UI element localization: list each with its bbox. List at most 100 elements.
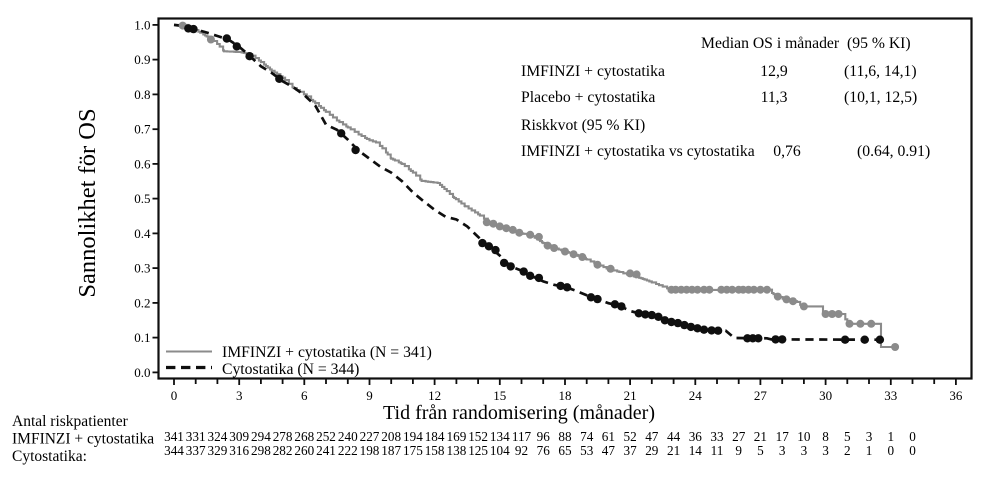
- svg-text:344: 344: [164, 443, 184, 458]
- svg-text:47: 47: [645, 429, 659, 444]
- svg-text:(10,1, 12,5): (10,1, 12,5): [844, 89, 917, 106]
- svg-text:278: 278: [273, 429, 293, 444]
- svg-text:3: 3: [866, 429, 873, 444]
- svg-text:331: 331: [186, 429, 206, 444]
- svg-text:0.7: 0.7: [134, 122, 151, 137]
- svg-text:6: 6: [301, 388, 308, 403]
- svg-text:Riskkvot (95 % KI): Riskkvot (95 % KI): [521, 117, 645, 134]
- svg-text:96: 96: [537, 429, 551, 444]
- svg-text:1: 1: [888, 429, 895, 444]
- svg-text:0.4: 0.4: [134, 226, 151, 241]
- svg-text:184: 184: [425, 429, 445, 444]
- svg-text:IMFINZI + cytostatika: IMFINZI + cytostatika: [12, 431, 154, 448]
- svg-text:(11,6, 14,1): (11,6, 14,1): [844, 63, 917, 80]
- svg-text:76: 76: [537, 443, 551, 458]
- svg-text:0.2: 0.2: [134, 295, 150, 310]
- svg-text:134: 134: [490, 429, 510, 444]
- svg-text:0.8: 0.8: [134, 87, 150, 102]
- svg-text:8: 8: [822, 429, 829, 444]
- svg-text:252: 252: [316, 429, 336, 444]
- svg-text:316: 316: [229, 443, 249, 458]
- svg-text:Cytostatika:: Cytostatika:: [12, 448, 87, 465]
- svg-text:47: 47: [602, 443, 616, 458]
- svg-text:208: 208: [381, 429, 401, 444]
- svg-text:152: 152: [468, 429, 488, 444]
- svg-text:337: 337: [186, 443, 206, 458]
- svg-text:0: 0: [909, 443, 916, 458]
- svg-text:298: 298: [251, 443, 271, 458]
- svg-text:9: 9: [366, 388, 373, 403]
- svg-text:Sannolikhet för OS: Sannolikhet för OS: [74, 108, 101, 297]
- svg-text:Placebo + cytostatika: Placebo + cytostatika: [521, 89, 655, 106]
- svg-text:158: 158: [425, 443, 445, 458]
- svg-text:341: 341: [164, 429, 184, 444]
- svg-text:21: 21: [624, 388, 637, 403]
- svg-text:33: 33: [710, 429, 724, 444]
- svg-text:37: 37: [624, 443, 638, 458]
- svg-text:27: 27: [732, 429, 746, 444]
- svg-text:227: 227: [360, 429, 380, 444]
- svg-text:117: 117: [512, 429, 532, 444]
- svg-text:1: 1: [866, 443, 873, 458]
- svg-text:169: 169: [447, 429, 467, 444]
- svg-text:324: 324: [208, 429, 228, 444]
- svg-text:11,3: 11,3: [761, 89, 788, 106]
- svg-text:294: 294: [251, 429, 271, 444]
- svg-text:30: 30: [819, 388, 832, 403]
- svg-text:260: 260: [294, 443, 314, 458]
- svg-text:194: 194: [403, 429, 423, 444]
- svg-text:0.5: 0.5: [134, 191, 150, 206]
- svg-text:0: 0: [909, 429, 916, 444]
- svg-text:0.9: 0.9: [134, 52, 150, 67]
- svg-text:74: 74: [580, 429, 594, 444]
- svg-text:(0.64, 0.91): (0.64, 0.91): [857, 143, 930, 160]
- svg-text:3: 3: [236, 388, 243, 403]
- svg-text:0: 0: [888, 443, 895, 458]
- svg-text:18: 18: [559, 388, 572, 403]
- svg-text:(95 % KI): (95 % KI): [847, 35, 911, 52]
- svg-text:3: 3: [779, 443, 786, 458]
- svg-text:92: 92: [515, 443, 528, 458]
- svg-text:52: 52: [624, 429, 637, 444]
- svg-text:198: 198: [360, 443, 380, 458]
- svg-text:IMFINZI + cytostatika vs cytos: IMFINZI + cytostatika vs cytostatika: [521, 143, 755, 160]
- svg-text:IMFINZI + cytostatika (N = 341: IMFINZI + cytostatika (N = 341): [222, 344, 432, 361]
- svg-text:282: 282: [273, 443, 293, 458]
- svg-text:125: 125: [468, 443, 488, 458]
- svg-text:3: 3: [822, 443, 829, 458]
- svg-text:11: 11: [711, 443, 724, 458]
- svg-text:3: 3: [801, 443, 808, 458]
- svg-text:Median OS i månader: Median OS i månader: [701, 35, 840, 52]
- svg-text:309: 309: [229, 429, 249, 444]
- svg-text:15: 15: [493, 388, 506, 403]
- svg-text:53: 53: [580, 443, 594, 458]
- svg-text:329: 329: [208, 443, 228, 458]
- svg-text:33: 33: [884, 388, 897, 403]
- svg-text:222: 222: [338, 443, 358, 458]
- svg-text:21: 21: [667, 443, 680, 458]
- svg-text:29: 29: [645, 443, 659, 458]
- svg-text:24: 24: [689, 388, 703, 403]
- svg-text:175: 175: [403, 443, 423, 458]
- svg-text:14: 14: [689, 443, 703, 458]
- svg-text:0.0: 0.0: [134, 365, 150, 380]
- svg-text:0.1: 0.1: [134, 330, 150, 345]
- svg-text:2: 2: [844, 443, 851, 458]
- svg-text:Cytostatika (N = 344): Cytostatika (N = 344): [222, 361, 359, 378]
- svg-text:5: 5: [844, 429, 851, 444]
- svg-text:36: 36: [949, 388, 963, 403]
- svg-text:0.3: 0.3: [134, 261, 150, 276]
- svg-text:104: 104: [490, 443, 510, 458]
- svg-text:44: 44: [667, 429, 681, 444]
- svg-text:187: 187: [381, 443, 401, 458]
- svg-text:268: 268: [294, 429, 314, 444]
- svg-text:10: 10: [797, 429, 811, 444]
- svg-text:88: 88: [558, 429, 572, 444]
- svg-text:240: 240: [338, 429, 358, 444]
- svg-text:12,9: 12,9: [760, 63, 788, 80]
- svg-text:Tid från randomisering (månade: Tid från randomisering (månader): [383, 402, 655, 424]
- svg-text:9: 9: [735, 443, 742, 458]
- svg-text:138: 138: [447, 443, 467, 458]
- svg-text:65: 65: [558, 443, 572, 458]
- svg-text:61: 61: [602, 429, 615, 444]
